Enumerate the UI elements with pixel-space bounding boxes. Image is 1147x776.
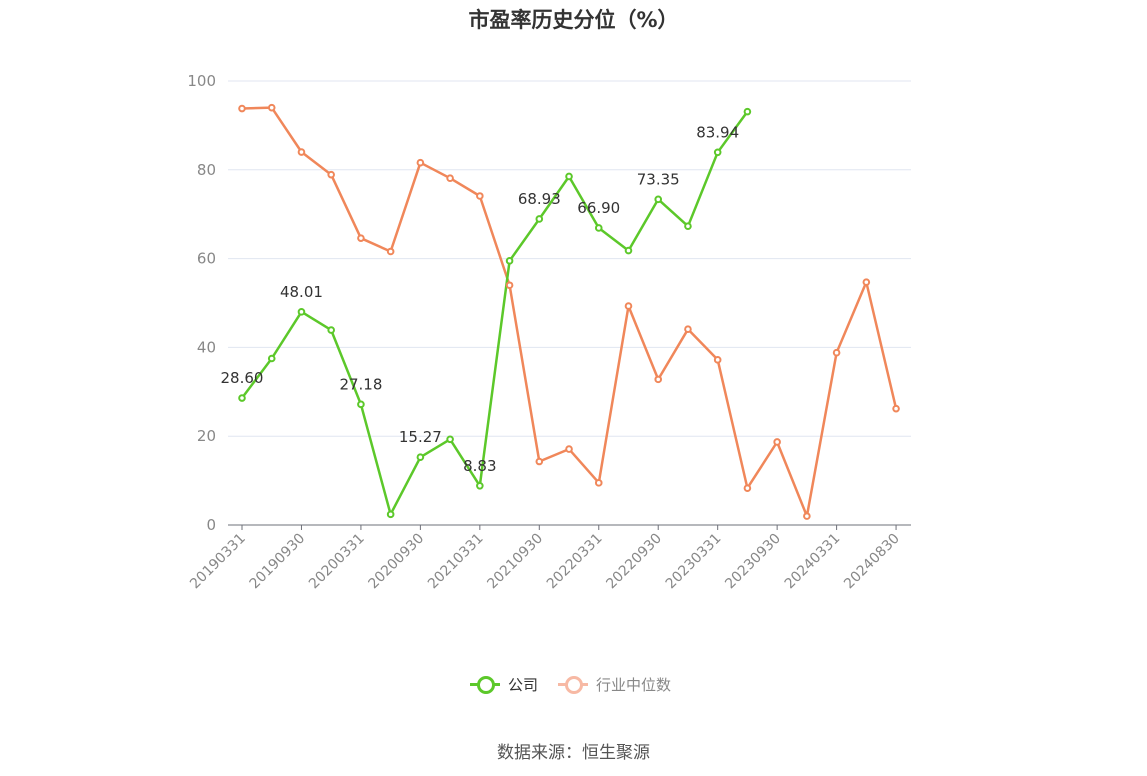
x-tick-label: 20240830 <box>841 531 903 593</box>
data-point <box>624 302 633 310</box>
data-point <box>803 512 811 520</box>
data-point <box>416 453 425 462</box>
legend-item-company[interactable]: 公司 <box>470 672 538 696</box>
data-point <box>267 354 276 363</box>
data-point <box>505 281 514 290</box>
data-point <box>743 107 752 116</box>
data-point <box>684 222 692 230</box>
x-tick-label: 20200331 <box>306 531 368 593</box>
data-point <box>416 158 425 167</box>
data-point <box>565 445 573 453</box>
data-point <box>684 325 692 333</box>
data-point <box>624 246 633 255</box>
data-label: 83.94 <box>696 123 739 141</box>
x-tick-label: 20220930 <box>603 531 665 593</box>
x-tick-label: 20210331 <box>425 531 487 593</box>
data-label: 27.18 <box>339 375 382 393</box>
data-point <box>297 148 306 156</box>
data-point <box>892 404 900 413</box>
legend-industry-median-label: 行业中位数 <box>596 675 672 694</box>
data-point <box>238 394 246 402</box>
legend-company-label: 公司 <box>508 675 539 694</box>
x-tick-label: 20190331 <box>187 531 249 593</box>
grid-lines <box>228 80 911 437</box>
chart-title: 市盈率历史分位（%） <box>468 8 679 32</box>
x-tick-label: 20230930 <box>722 531 784 593</box>
data-point <box>594 479 603 487</box>
data-point <box>386 510 395 519</box>
data-point <box>476 481 484 490</box>
y-tick-label: 40 <box>197 338 216 356</box>
y-tick-label: 80 <box>197 161 216 179</box>
data-point <box>565 172 573 181</box>
data-point <box>594 224 603 232</box>
data-point <box>357 400 365 409</box>
data-point <box>297 308 306 316</box>
x-tick-label: 20210930 <box>484 531 546 593</box>
data-label: 28.60 <box>221 369 264 387</box>
data-point <box>476 192 484 200</box>
x-tick-label: 20220331 <box>544 531 606 593</box>
data-label: 68.93 <box>518 190 561 208</box>
y-tick-label: 20 <box>197 427 216 445</box>
series-lines <box>241 106 898 518</box>
data-label: 66.90 <box>577 199 620 217</box>
data-labels: 28.60 48.01 27.18 15.27 8.83 68.93 66.90 73.35 8… <box>221 123 740 474</box>
data-point <box>832 348 841 357</box>
axes: 0 20 40 60 80 100 2019033120190930202003312020… <box>187 72 911 592</box>
series-points <box>238 103 900 520</box>
data-point <box>773 438 781 446</box>
data-point <box>505 257 514 265</box>
x-tick-label: 20200930 <box>366 531 428 593</box>
data-point <box>238 104 246 113</box>
data-point <box>327 326 335 334</box>
data-point <box>862 278 871 286</box>
data-point <box>357 234 365 242</box>
legend-industry-median-icon <box>558 674 588 694</box>
data-point <box>713 356 722 364</box>
data-point <box>267 103 276 112</box>
data-label: 48.01 <box>280 283 323 301</box>
data-point <box>713 148 722 157</box>
data-label: 73.35 <box>637 170 680 188</box>
data-point <box>446 435 454 444</box>
data-point <box>386 247 395 256</box>
x-tick-label: 20190930 <box>247 531 309 593</box>
data-point <box>654 375 663 384</box>
data-label: 15.27 <box>399 428 442 446</box>
data-point <box>743 484 752 492</box>
data-source: 数据来源：恒生聚源 <box>497 743 650 763</box>
y-tick-label: 100 <box>187 72 216 90</box>
data-label: 8.83 <box>463 457 496 475</box>
y-tick-label: 0 <box>206 516 216 534</box>
x-tick-label: 20230331 <box>663 531 725 593</box>
data-point <box>654 195 663 204</box>
data-point <box>327 170 335 179</box>
series-line <box>241 110 749 516</box>
data-point <box>535 215 544 223</box>
data-point <box>535 457 544 466</box>
data-point <box>446 174 454 183</box>
x-tick-label: 20240331 <box>782 531 844 593</box>
y-tick-label: 60 <box>197 250 216 268</box>
series-line <box>241 106 898 518</box>
legend-item-industry-median[interactable]: 行业中位数 <box>558 672 671 696</box>
legend-company-icon <box>470 674 500 694</box>
